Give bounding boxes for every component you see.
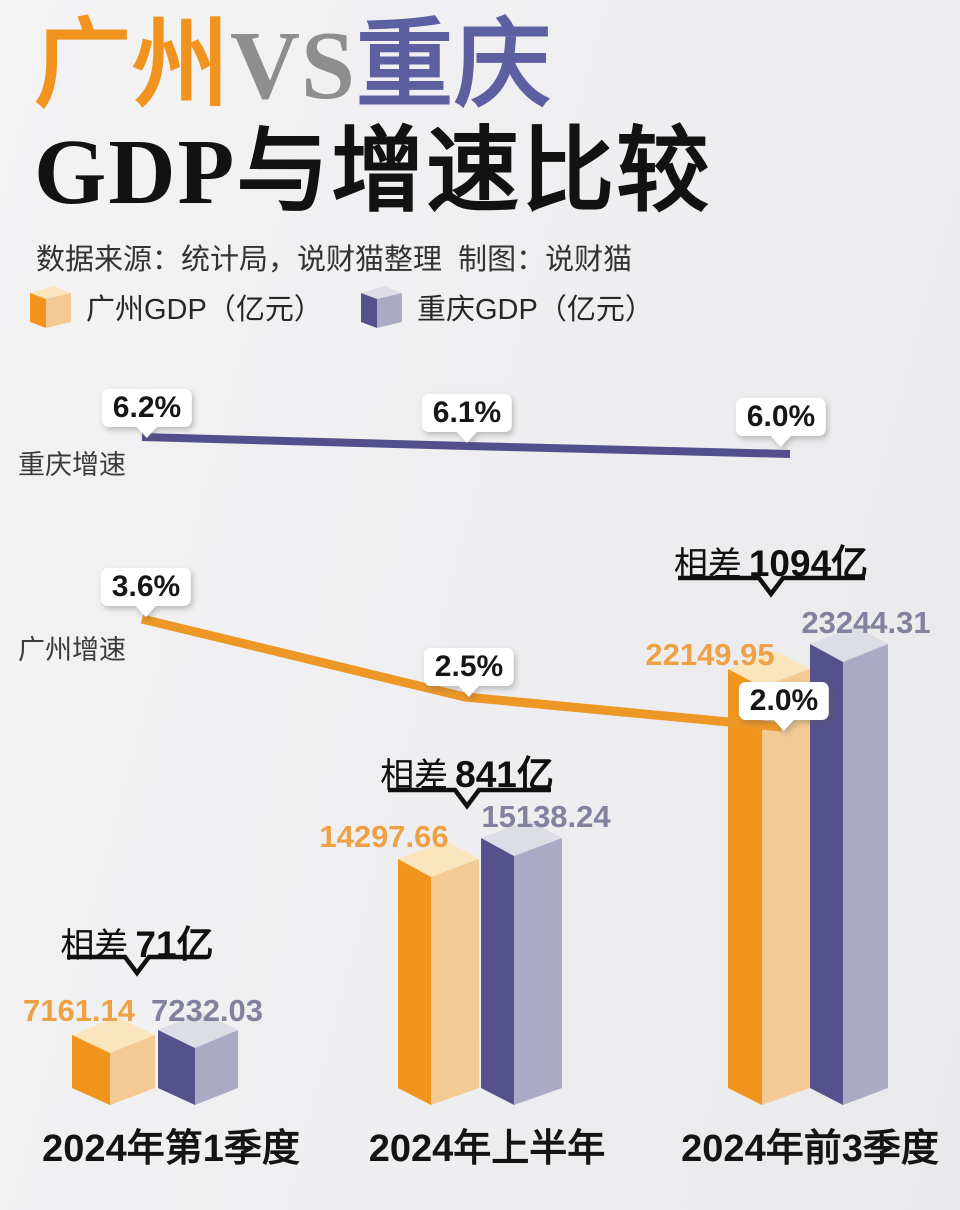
bar-guangzhou-0-front-face: [72, 1035, 110, 1105]
difference-q3-value: 1094亿: [748, 543, 869, 584]
difference-bracket-2: [678, 575, 865, 598]
difference-h1-value: 841亿: [455, 754, 554, 795]
callout-cq-h1: 6.1%: [421, 394, 513, 432]
category-h1: 2024年上半年: [368, 1128, 606, 1170]
bar-chongqing-0-front-face: [158, 1030, 195, 1105]
value-cq-h1: 15138.24: [481, 799, 611, 834]
difference-q1-prefix: 相差: [60, 927, 129, 965]
guangzhou-growth-line: [140, 614, 783, 732]
page-subtitle: GDP与增速比较: [34, 121, 712, 224]
bar-guangzhou-0-top-face: [72, 1017, 155, 1053]
guangzhou-line-label: 广州增速: [18, 635, 126, 665]
bar-chongqing-2-top-face: [810, 626, 888, 662]
legend-item-guangzhou: 广州GDP（亿元）: [30, 286, 323, 328]
bar-guangzhou-1-top-face: [398, 841, 479, 877]
bar-chongqing-2-front-face: [810, 644, 843, 1105]
difference-q3-prefix: 相差: [673, 546, 742, 584]
bar-chongqing-0-top-face: [158, 1012, 238, 1048]
value-gz-q3: 22149.95: [645, 637, 775, 672]
chongqing-line-label: 重庆增速: [18, 450, 126, 480]
difference-bracket-0: [67, 954, 207, 977]
bar-chongqing-1-side-face: [514, 838, 562, 1105]
bar-chongqing-2-side-face: [843, 644, 888, 1105]
chongqing-growth-line: [141, 433, 791, 458]
bar-chongqing-1-top-face: [481, 820, 562, 856]
difference-q1: 相差 71亿: [60, 914, 213, 968]
difference-h1-prefix: 相差: [380, 757, 449, 795]
value-cq-q3: 23244.31: [801, 605, 931, 640]
title-chongqing: 重庆: [356, 12, 552, 119]
difference-q3: 相差 1094亿: [674, 533, 868, 587]
legend-item-chongqing: 重庆GDP（亿元）: [361, 286, 654, 328]
value-cq-q1: 7232.03: [150, 993, 264, 1028]
bar-guangzhou-0-side-face: [110, 1035, 155, 1105]
source-note: 数据来源：统计局，说财猫整理 制图：说财猫: [36, 244, 633, 276]
bar-guangzhou-2-top-face: [728, 651, 810, 687]
callout-gz-q3: 2.0%: [738, 682, 830, 720]
title-guangzhou: 广州: [34, 12, 230, 119]
legend-label-chongqing: 重庆GDP（亿元）: [417, 294, 654, 326]
callout-cq-q1: 6.2%: [101, 389, 193, 427]
guangzhou-cube-icon: [30, 286, 71, 328]
bar-chongqing-0-side-face: [195, 1030, 238, 1105]
callout-gz-q1: 3.6%: [100, 568, 192, 606]
chongqing-cube-icon: [361, 286, 402, 328]
difference-q1-value: 71亿: [135, 924, 214, 965]
bar-guangzhou-2-side-face: [762, 669, 810, 1105]
bar-guangzhou-1-front-face: [398, 859, 431, 1105]
category-q1: 2024年第1季度: [42, 1128, 300, 1170]
title-vs: VS: [230, 12, 356, 119]
value-gz-h1: 14297.66: [319, 819, 449, 854]
value-gz-q1: 7161.14: [22, 993, 136, 1028]
difference-h1: 相差 841亿: [380, 744, 554, 798]
callout-gz-h1: 2.5%: [423, 648, 515, 686]
bar-guangzhou-2-front-face: [728, 669, 762, 1105]
bar-guangzhou-1-side-face: [431, 859, 479, 1105]
difference-bracket-1: [388, 787, 551, 810]
legend-label-guangzhou: 广州GDP（亿元）: [86, 294, 323, 326]
page-title: 广州VS重庆: [34, 12, 552, 119]
bar-chongqing-1-front-face: [481, 838, 514, 1105]
category-q3: 2024年前3季度: [681, 1128, 939, 1170]
callout-cq-q3: 6.0%: [735, 398, 827, 436]
